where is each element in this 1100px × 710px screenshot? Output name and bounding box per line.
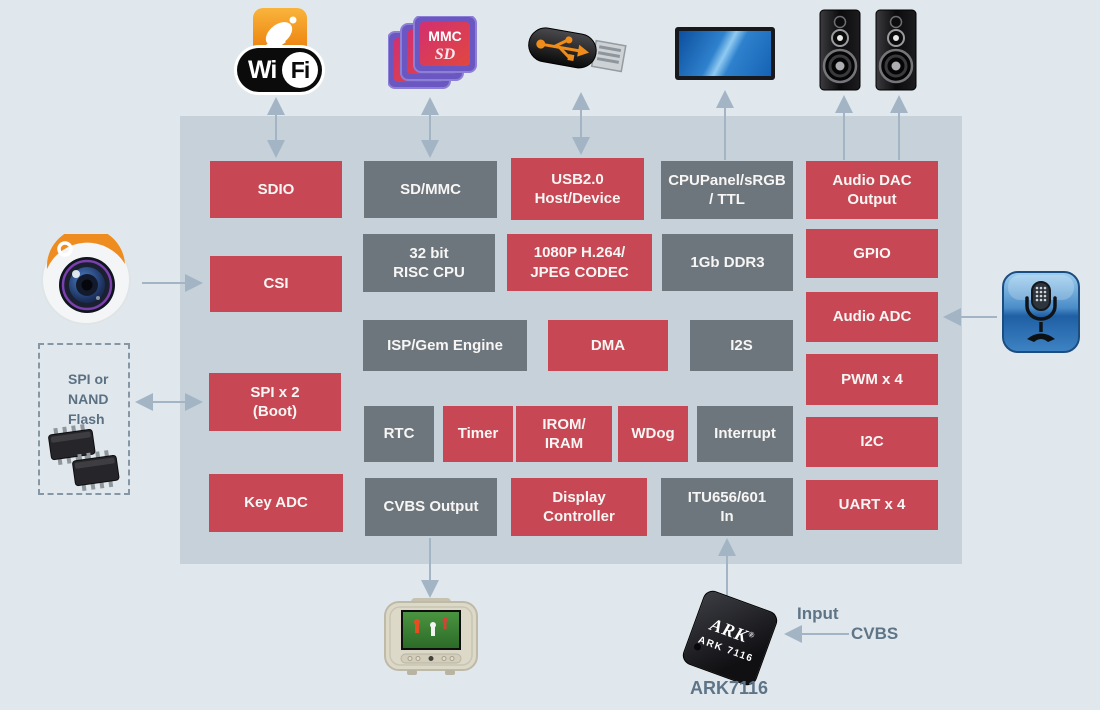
block-csi: CSI	[210, 256, 342, 312]
block-key-adc: Key ADC	[209, 474, 343, 532]
svg-text:MMC: MMC	[428, 28, 461, 44]
svg-text:SD: SD	[435, 46, 456, 63]
block-audio-dac: Audio DAC Output	[806, 161, 938, 219]
block-usb2: USB2.0 Host/Device	[511, 158, 644, 220]
microphone-icon	[1002, 271, 1080, 353]
block-ddr3: 1Gb DDR3	[662, 234, 793, 291]
cvbs-label: CVBS	[851, 624, 899, 643]
block-timer: Timer	[443, 406, 513, 462]
flash-chips-icon	[48, 424, 120, 492]
ark7116-chip-icon: ARK® ARK 7116	[680, 588, 780, 688]
block-display-ctrl: Display Controller	[511, 478, 647, 536]
flash-label: SPI or NAND Flash	[68, 371, 109, 427]
block-codec: 1080P H.264/ JPEG CODEC	[507, 234, 652, 291]
block-i2s: I2S	[690, 320, 793, 371]
block-rtc: RTC	[364, 406, 434, 462]
block-pwm: PWM x 4	[806, 354, 938, 405]
ark-reg-mark: ®	[747, 628, 757, 640]
flash-dashed-box	[38, 343, 130, 495]
block-cvbs-out: CVBS Output	[365, 478, 497, 536]
block-isp: ISP/Gem Engine	[363, 320, 527, 371]
ark7116-caption: ARK7116	[689, 678, 769, 698]
sd-mmc-card-icon: MMC SD	[388, 16, 477, 89]
block-uart: UART x 4	[806, 480, 938, 530]
wifi-fi-text: Fi	[290, 56, 310, 83]
block-cpupanel: CPUPanel/sRGB / TTL	[661, 161, 793, 219]
wifi-fi-circle: Fi	[282, 52, 318, 88]
block-interrupt: Interrupt	[697, 406, 793, 462]
block-audio-adc: Audio ADC	[806, 292, 938, 342]
block-sdio: SDIO	[210, 161, 342, 218]
block-i2c: I2C	[806, 417, 938, 467]
block-risc-cpu: 32 bit RISC CPU	[363, 234, 495, 292]
input-label: Input	[797, 604, 839, 623]
block-itu: ITU656/601 In	[661, 478, 793, 536]
usb-stick-icon	[528, 27, 627, 73]
block-sd-mmc: SD/MMC	[364, 161, 497, 218]
speakers-icon	[819, 9, 917, 91]
panel-screen	[679, 31, 771, 76]
block-gpio: GPIO	[806, 229, 938, 278]
display-panel-icon	[675, 27, 775, 80]
block-spi: SPI x 2 (Boot)	[209, 373, 341, 431]
block-dma: DMA	[548, 320, 668, 371]
block-wdog: WDog	[618, 406, 688, 462]
wifi-icon: Wi Fi	[237, 48, 322, 92]
headrest-monitor-icon	[384, 598, 478, 675]
wifi-wi-text: Wi	[248, 55, 277, 84]
camera-icon	[41, 234, 131, 325]
block-irom: IROM/ IRAM	[516, 406, 612, 462]
